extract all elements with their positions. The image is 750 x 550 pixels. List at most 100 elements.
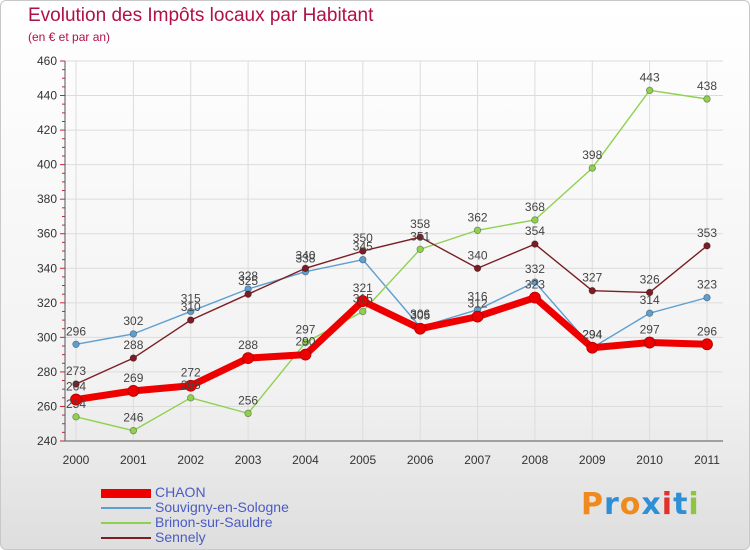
y-tick-label: 320 xyxy=(37,296,57,310)
data-point xyxy=(359,255,367,264)
logo-letter: P xyxy=(581,487,604,522)
logo-letter: o xyxy=(619,487,642,522)
data-label: 288 xyxy=(123,338,143,352)
data-label: 332 xyxy=(525,262,545,276)
data-point xyxy=(416,245,424,253)
data-label: 297 xyxy=(295,323,315,337)
data-point xyxy=(72,413,80,421)
data-label: 314 xyxy=(640,293,660,307)
legend-label: Souvigny-en-Sologne xyxy=(155,499,289,515)
data-label: 353 xyxy=(697,226,717,240)
x-tick-label: 2011 xyxy=(694,453,720,467)
x-tick-label: 2004 xyxy=(292,453,319,467)
data-point xyxy=(187,316,195,324)
data-label: 294 xyxy=(582,328,602,342)
logo-letter: i xyxy=(661,487,674,522)
data-label: 310 xyxy=(181,300,201,314)
data-label: 350 xyxy=(353,231,373,245)
data-label: 398 xyxy=(582,148,602,162)
data-label: 296 xyxy=(66,324,86,338)
data-point xyxy=(703,95,711,103)
legend-item: CHAON xyxy=(101,484,401,500)
data-label: 316 xyxy=(468,290,488,304)
x-tick-label: 2002 xyxy=(177,453,204,467)
data-point xyxy=(703,293,711,302)
data-point xyxy=(356,295,369,307)
logo-letter: i xyxy=(688,487,700,522)
data-point xyxy=(703,242,711,250)
y-tick-label: 340 xyxy=(37,261,57,275)
y-tick-label: 380 xyxy=(37,192,57,206)
data-point xyxy=(588,287,596,295)
legend-item: Sennely xyxy=(101,529,401,545)
y-tick-label: 280 xyxy=(37,365,57,379)
data-point xyxy=(645,288,654,297)
data-point xyxy=(244,290,252,298)
data-point xyxy=(184,379,197,392)
data-point xyxy=(586,341,599,354)
data-point xyxy=(531,216,539,224)
x-tick-label: 2007 xyxy=(464,453,491,467)
y-tick-label: 440 xyxy=(37,89,57,103)
data-label: 368 xyxy=(525,200,545,214)
proxiti-logo: Proxiti xyxy=(581,487,700,522)
data-point xyxy=(416,233,424,241)
data-point xyxy=(529,291,541,304)
series-line-sennely xyxy=(75,236,708,385)
data-label: 264 xyxy=(66,380,86,394)
data-label: 296 xyxy=(697,324,717,338)
data-label: 302 xyxy=(123,314,143,328)
legend-swatch xyxy=(101,488,151,498)
data-point xyxy=(473,264,482,272)
data-point xyxy=(187,394,195,402)
data-label: 345 xyxy=(353,240,373,254)
data-label: 265 xyxy=(181,378,201,392)
data-label: 354 xyxy=(525,224,545,238)
legend-swatch xyxy=(101,537,151,539)
data-label: 340 xyxy=(295,248,315,262)
legend: CHAON Souvigny-en-Sologne Brinon-sur-Sauld… xyxy=(101,484,401,545)
y-tick-label: 240 xyxy=(37,434,57,448)
x-tick-label: 2009 xyxy=(579,453,606,467)
data-label: 246 xyxy=(123,411,143,425)
x-tick-label: 2005 xyxy=(349,453,376,467)
data-label: 443 xyxy=(640,70,660,84)
y-tick-label: 260 xyxy=(37,399,57,413)
legend-item: Souvigny-en-Sologne xyxy=(101,499,401,515)
data-point xyxy=(643,336,656,349)
y-tick-label: 300 xyxy=(37,330,57,344)
data-point xyxy=(471,310,484,323)
data-label: 294 xyxy=(582,328,602,342)
data-label: 321 xyxy=(353,281,373,295)
data-point xyxy=(701,338,713,351)
logo-letter: r xyxy=(604,487,620,522)
logo-letter: x xyxy=(641,487,662,522)
data-label: 256 xyxy=(238,393,258,407)
data-label: 312 xyxy=(468,297,488,311)
data-point xyxy=(242,352,254,364)
chart-subtitle: (en € et par an) xyxy=(28,30,111,44)
data-label: 438 xyxy=(697,79,717,93)
data-label: 328 xyxy=(238,269,258,283)
data-label: 362 xyxy=(468,210,488,224)
data-point xyxy=(129,330,138,338)
y-tick-label: 360 xyxy=(37,227,57,241)
data-label: 351 xyxy=(410,229,430,243)
y-tick-label: 460 xyxy=(37,54,57,68)
data-point xyxy=(414,322,427,335)
data-point xyxy=(70,393,82,406)
data-point xyxy=(127,385,140,397)
x-tick-label: 2003 xyxy=(235,453,262,467)
data-label: 338 xyxy=(295,252,315,266)
data-point xyxy=(359,307,367,316)
x-tick-label: 2010 xyxy=(636,453,663,467)
y-tick-label: 420 xyxy=(37,123,57,137)
data-point xyxy=(645,309,654,317)
x-tick-label: 2006 xyxy=(407,453,434,467)
data-label: 315 xyxy=(181,291,201,305)
data-label: 269 xyxy=(123,371,143,385)
y-tick-label: 400 xyxy=(37,158,57,172)
data-point xyxy=(72,380,80,388)
data-point xyxy=(129,426,138,435)
